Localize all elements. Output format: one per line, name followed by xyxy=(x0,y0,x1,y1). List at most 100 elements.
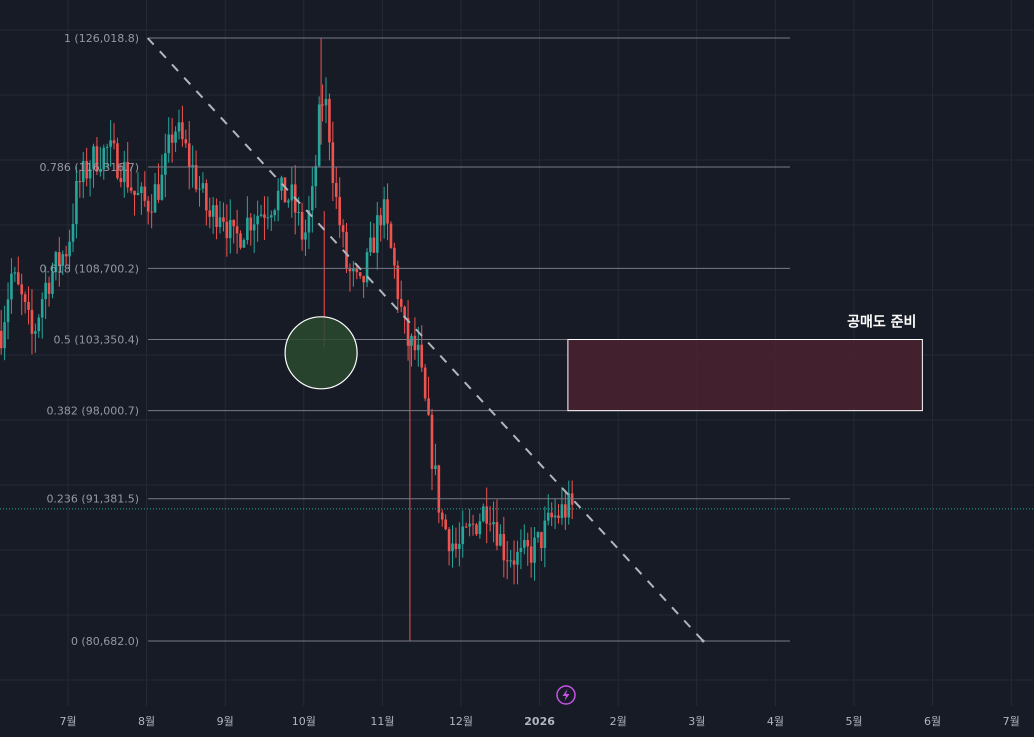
candle-body xyxy=(423,367,427,399)
candle-body xyxy=(47,282,51,294)
candle-body xyxy=(157,184,160,200)
candle-body xyxy=(420,344,424,368)
candle-body xyxy=(184,139,188,144)
candle-body xyxy=(71,223,75,242)
time-axis-label: 10월 xyxy=(292,715,316,728)
fibonacci-retracement[interactable]: 1 (126,018.8) 0.786 (116,316.7) 0.618 (108… xyxy=(39,32,790,648)
candle-body xyxy=(78,181,82,183)
highlight-circle[interactable] xyxy=(284,316,358,390)
candle-body xyxy=(396,265,400,299)
candle-body xyxy=(399,298,403,307)
candle-body xyxy=(328,98,331,143)
candle-body xyxy=(362,276,365,283)
candle-body xyxy=(44,282,47,300)
candle-body xyxy=(30,309,34,334)
candle-body xyxy=(146,200,150,212)
candle-body xyxy=(321,104,324,106)
candle-body xyxy=(348,268,352,272)
candle-body xyxy=(174,131,177,143)
short-preparation-zone-label: 공매도 준비 xyxy=(847,315,916,331)
candle-body xyxy=(393,247,396,266)
time-axis-label: 5월 xyxy=(845,715,862,728)
candle-body xyxy=(536,532,540,538)
candle-body xyxy=(170,134,174,143)
candle-body xyxy=(533,537,536,563)
candle-body xyxy=(263,214,266,218)
candle-body xyxy=(464,526,468,528)
candle-body xyxy=(403,306,406,319)
lightning-icon-ring[interactable] xyxy=(556,685,576,705)
time-axis-label: 12월 xyxy=(449,715,473,728)
candle-body xyxy=(417,344,420,351)
candle-body xyxy=(389,223,393,248)
drawings[interactable]: 공매도 준비 xyxy=(146,37,923,643)
candle-body xyxy=(300,212,304,240)
candle-body xyxy=(375,215,379,253)
candle-body xyxy=(102,147,106,170)
candle-body xyxy=(512,560,516,565)
candle-body xyxy=(345,231,348,269)
candle-body xyxy=(543,520,547,548)
candle-body xyxy=(249,217,253,231)
candle-body xyxy=(187,143,191,167)
candle-body xyxy=(379,215,383,226)
candle-body xyxy=(23,294,27,302)
candle-body xyxy=(564,504,567,518)
candle-body xyxy=(334,182,338,197)
candle-body xyxy=(475,524,478,535)
candle-body xyxy=(386,199,389,224)
candle-body xyxy=(454,543,458,549)
candle-body xyxy=(290,184,294,201)
candle-body xyxy=(116,143,119,179)
candle-body xyxy=(153,184,157,213)
candle-body xyxy=(13,272,17,274)
time-axis-label: 7월 xyxy=(59,715,76,728)
candle-body xyxy=(88,169,92,179)
candle-body xyxy=(283,177,287,203)
candle-body xyxy=(502,533,506,561)
candle-body xyxy=(269,215,273,218)
candle-body xyxy=(317,104,321,166)
candle-body xyxy=(372,237,376,253)
candle-body xyxy=(550,512,553,518)
candle-body xyxy=(109,140,112,147)
candle-body xyxy=(37,317,41,332)
candle-body xyxy=(369,237,372,253)
candle-body xyxy=(232,219,235,227)
candle-body xyxy=(413,335,417,351)
candle-body xyxy=(105,146,109,148)
lightning-icon[interactable] xyxy=(562,689,570,701)
fib-level-label: 0.786 (116,316.7) xyxy=(39,161,139,174)
event-marker[interactable] xyxy=(556,685,576,705)
candle-body xyxy=(451,543,454,552)
candle-body xyxy=(427,398,430,415)
trendline-endpoint[interactable] xyxy=(701,639,705,643)
candle-body xyxy=(95,146,99,172)
time-axis-label: 8월 xyxy=(138,715,155,728)
short-preparation-zone[interactable] xyxy=(567,339,923,412)
candle-body xyxy=(276,190,280,211)
candle-body xyxy=(499,533,502,546)
candle-body xyxy=(546,512,550,521)
time-axis-label: 6월 xyxy=(924,715,941,728)
candle-body xyxy=(215,205,218,227)
time-axis[interactable]: 7월 8월 9월 10월 11월 12월 2026 2월 3월 4월 5월 6월 7월 xyxy=(59,715,1019,728)
candle-body xyxy=(273,210,277,216)
candle-body xyxy=(352,268,355,272)
candle-body xyxy=(458,544,461,549)
time-axis-label: 2026 xyxy=(524,715,555,728)
candle-body xyxy=(461,526,465,545)
candle-body xyxy=(3,322,6,349)
candle-body xyxy=(177,122,181,132)
candle-body xyxy=(557,515,560,519)
candle-body xyxy=(16,272,20,285)
candle-body xyxy=(129,187,133,191)
candle-body xyxy=(194,165,198,190)
candle-body xyxy=(437,465,441,513)
candle-body xyxy=(164,153,167,175)
candle-body xyxy=(447,529,451,552)
candle-body xyxy=(201,183,205,189)
time-axis-label: 11월 xyxy=(370,715,394,728)
candle-body xyxy=(218,217,222,227)
